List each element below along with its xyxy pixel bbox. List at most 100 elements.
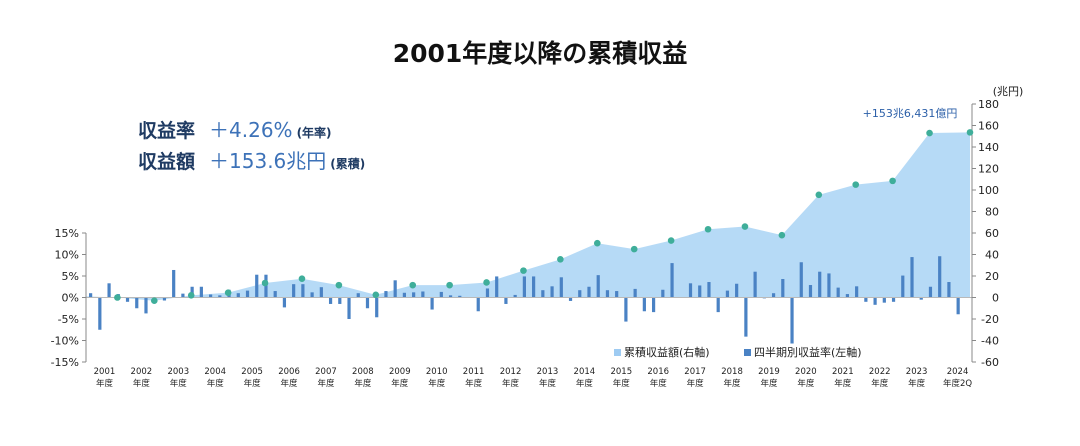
quarterly-return-bar [292, 284, 296, 298]
quarterly-return-bar [375, 297, 379, 318]
quarterly-return-bar [596, 275, 600, 298]
cumulative-marker [778, 231, 786, 239]
quarterly-return-bar [698, 285, 702, 298]
cumulative-marker [593, 239, 601, 247]
x-tick-suffix: 年度 [760, 378, 778, 389]
quarterly-return-bar [716, 297, 720, 313]
x-tick-year: 2009 [389, 367, 411, 377]
quarterly-return-bar [808, 285, 813, 298]
quarterly-return-bar [412, 292, 416, 298]
quarterly-return-bar [476, 297, 480, 312]
x-tick-year: 2012 [500, 367, 522, 377]
legend-label: 四半期別収益率(左軸) [754, 345, 862, 359]
quarterly-return-bar [458, 295, 462, 298]
x-tick-year: 2004 [204, 367, 226, 377]
quarterly-return-bar [938, 256, 942, 298]
return-rate-value: ＋4.26% [209, 118, 293, 142]
quarterly-return-bar [365, 297, 370, 309]
quarterly-return-bar [439, 291, 443, 298]
quarterly-return-bar [753, 271, 757, 298]
quarterly-return-bar [301, 284, 305, 298]
cumulative-area-layer [86, 132, 970, 301]
year-end-markers-layer [114, 129, 974, 305]
cumulative-marker [298, 275, 306, 282]
x-tick-suffix: 年度 [908, 378, 926, 389]
x-tick-suffix: 年度 [797, 378, 815, 389]
quarterly-return-bar [199, 286, 203, 298]
x-tick-year: 2024 [947, 367, 969, 377]
quarterly-return-bar [310, 292, 314, 298]
legend-swatch [744, 349, 751, 356]
quarterly-return-bar [615, 291, 619, 298]
right-tick-label: -60 [981, 356, 999, 369]
chart-title: 2001年度以降の累積収益 [392, 39, 688, 68]
cumulative-area [86, 132, 970, 301]
quarterly-return-bar [384, 291, 388, 298]
x-tick-suffix: 年度 [170, 378, 188, 389]
right-tick-label: 80 [985, 206, 999, 219]
x-tick-year: 2016 [647, 367, 669, 377]
x-tick-suffix: 年度 [317, 378, 335, 389]
x-tick-suffix: 年度 [539, 378, 557, 389]
quarterly-return-bar [522, 276, 526, 298]
quarterly-return-bar [827, 273, 831, 298]
cumulative-marker [187, 292, 195, 299]
x-tick-suffix: 年度 [465, 378, 483, 389]
quarterly-return-bar [855, 286, 859, 298]
cumulative-marker [224, 289, 232, 296]
quarterly-return-bar [947, 282, 951, 298]
x-tick-suffix: 年度 [834, 378, 852, 389]
quarterly-return-bar [725, 290, 730, 298]
quarterly-return-bar [107, 283, 111, 298]
quarterly-return-bar [578, 290, 582, 298]
quarterly-return-bar [245, 290, 250, 298]
cumulative-marker [520, 267, 527, 274]
quarterly-return-bar [172, 269, 176, 298]
right-tick-label: 60 [985, 227, 999, 240]
quarterly-return-bar [421, 291, 425, 298]
return-rate-row: 収益率 ＋4.26% (年率) [138, 116, 365, 147]
x-tick-year: 2005 [241, 367, 263, 377]
quarterly-return-bar [771, 293, 776, 298]
quarterly-return-bar [282, 297, 287, 308]
quarterly-return-bar [873, 297, 877, 305]
x-tick-year: 2013 [537, 367, 559, 377]
cumulative-annotation: +153兆6,431億円 [863, 107, 958, 120]
quarterly-return-bar [513, 294, 517, 298]
quarterly-return-bar [135, 297, 139, 309]
quarterly-return-bar [402, 292, 407, 298]
cumulative-marker [150, 297, 158, 305]
x-tick-year: 2015 [610, 367, 632, 377]
x-tick-suffix: 年度 [650, 378, 668, 389]
cumulative-marker [409, 281, 417, 289]
x-tick-suffix: 年度 [391, 378, 409, 389]
left-tick-label: 5% [62, 270, 79, 283]
x-tick-suffix: 年度 [576, 378, 594, 389]
cumulative-marker [704, 225, 712, 233]
quarterly-bars-layer [89, 256, 960, 344]
quarterly-return-bar [781, 279, 785, 298]
quarterly-return-bar [845, 294, 850, 298]
quarterly-return-bar [532, 276, 536, 298]
cumulative-marker [966, 129, 974, 136]
cumulative-marker [926, 129, 933, 137]
quarterly-return-bar [319, 287, 323, 298]
quarterly-return-bar [125, 297, 130, 302]
cumulative-marker [114, 294, 121, 301]
legend-layer: 累積収益額(右軸) 四半期別収益率(左軸) [614, 345, 862, 359]
quarterly-return-bar [744, 297, 748, 337]
legend-label: 累積収益額(右軸) [624, 345, 710, 359]
x-tick-year: 2010 [426, 367, 448, 377]
quarterly-return-bar [799, 262, 803, 298]
quarterly-return-bar [891, 297, 896, 302]
x-tick-year: 2020 [795, 367, 817, 377]
x-tick-year: 2011 [463, 367, 485, 377]
x-tick-suffix: 年度 [724, 378, 742, 389]
left-tick-label: 0% [62, 292, 79, 305]
cumulative-marker [741, 223, 749, 230]
right-axis-unit: (兆円) [993, 85, 1024, 98]
quarterly-return-bar [485, 288, 490, 298]
x-tick-year: 2014 [574, 367, 596, 377]
